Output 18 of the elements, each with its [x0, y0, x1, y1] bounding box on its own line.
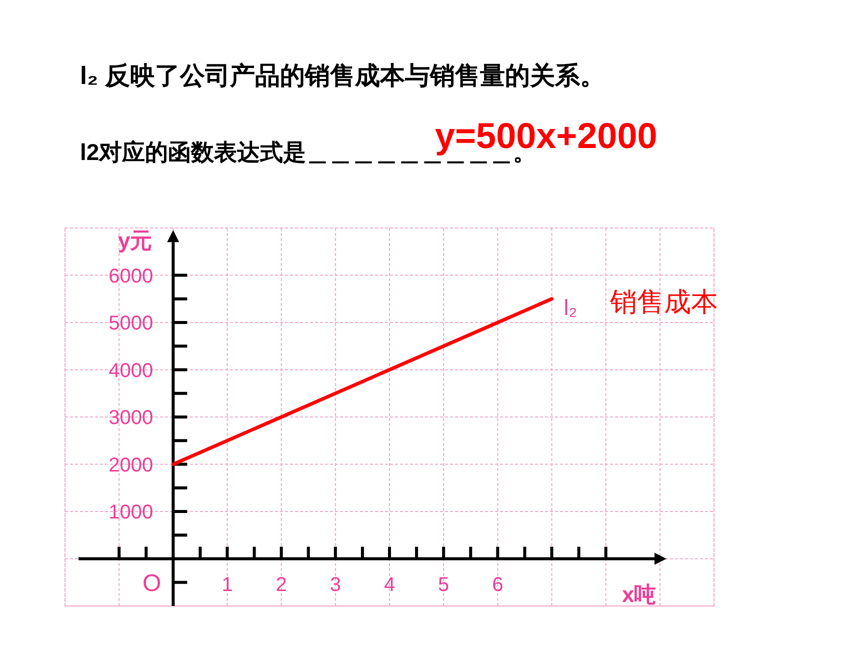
x-tick-label: 5 — [438, 574, 450, 596]
y-tick-label: 5000 — [108, 312, 154, 334]
y-tick-label: 3000 — [108, 407, 154, 429]
y-tick-label: 4000 — [108, 360, 154, 382]
y-tick-label: 6000 — [108, 265, 154, 288]
y-axis-title: y元 — [118, 228, 152, 253]
x-tick-label: 3 — [330, 574, 341, 596]
x-tick-label: 4 — [384, 574, 396, 596]
y-tick-label: 1000 — [108, 502, 154, 524]
annotation: l₂ — [564, 294, 578, 320]
text: 销售成本 — [608, 286, 718, 317]
x-tick-label: 6 — [492, 574, 504, 596]
x-tick-label: 1 — [222, 574, 233, 596]
annotation: O — [142, 570, 162, 597]
x-tick-label: 2 — [276, 574, 287, 596]
y-tick-label: 2000 — [108, 454, 154, 476]
x-axis-title: x吨 — [622, 582, 656, 607]
chart-title: l₂ 反映了公司产品的销售成本与销售量的关系。 — [80, 62, 605, 90]
